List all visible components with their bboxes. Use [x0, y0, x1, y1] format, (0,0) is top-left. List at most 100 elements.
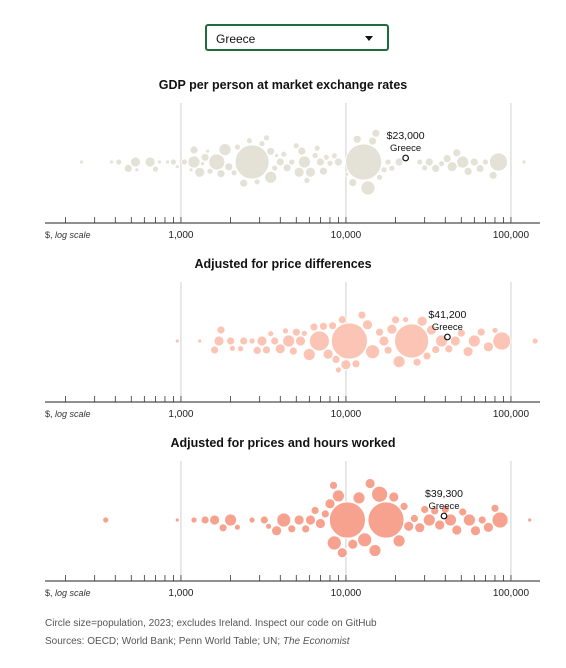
country-bubble	[288, 346, 298, 356]
country-bubble	[371, 128, 381, 138]
tick-label: 100,000	[493, 230, 530, 241]
axis-unit-label: $, log scale	[45, 230, 91, 240]
footnote-publisher: The Economist	[282, 636, 350, 647]
country-bubble	[224, 162, 234, 172]
country-bubble	[169, 158, 177, 166]
country-bubble	[256, 335, 268, 347]
country-bubble	[329, 480, 338, 490]
country-bubble	[489, 152, 508, 172]
country-bubble	[233, 523, 241, 531]
country-bubble	[475, 164, 485, 173]
country-bubble	[386, 323, 398, 335]
country-bubble	[333, 157, 343, 167]
country-bubble	[326, 159, 334, 167]
country-bubble	[376, 173, 384, 181]
country-bubble	[331, 354, 341, 364]
country-bubble	[357, 532, 373, 548]
country-bubble	[320, 509, 330, 519]
country-bubble	[348, 178, 358, 188]
country-bubble	[434, 519, 446, 531]
axis-unit-label: $, log scale	[45, 409, 91, 419]
country-bubble	[313, 144, 321, 152]
country-bubble	[237, 345, 245, 353]
country-bubble	[322, 153, 330, 161]
tick-label: 10,000	[331, 409, 362, 420]
country-bubble	[426, 324, 437, 336]
country-bubble	[430, 506, 440, 516]
country-bubble	[446, 161, 458, 173]
country-bubble	[456, 328, 466, 338]
country-dropdown[interactable]: Greece	[205, 24, 389, 51]
country-bubble	[228, 344, 236, 352]
country-bubble	[416, 158, 424, 166]
footnote-line-2: Sources: OECD; World Bank; Penn World Ta…	[45, 636, 350, 647]
country-bubble	[322, 348, 334, 360]
highlight-country-label: Greece	[432, 322, 463, 333]
country-bubble	[424, 157, 434, 167]
country-bubble	[449, 335, 461, 347]
country-bubble	[422, 513, 436, 527]
country-bubble	[180, 158, 188, 166]
country-bubble	[115, 158, 123, 166]
country-bubble	[409, 514, 419, 523]
country-bubble	[328, 321, 338, 331]
country-bubble	[388, 491, 400, 503]
country-bubble	[258, 140, 266, 148]
country-bubble	[444, 513, 457, 527]
country-bubble	[266, 146, 276, 156]
country-bubble	[311, 152, 319, 159]
country-bubble	[336, 547, 348, 559]
country-bubble	[252, 345, 262, 355]
country-bubble	[282, 327, 289, 335]
country-bubble	[275, 157, 285, 167]
country-bubble	[375, 327, 385, 337]
panel-1-title: GDP per person at market exchange rates	[158, 78, 408, 92]
country-bubble	[347, 538, 359, 550]
country-bubble	[151, 165, 159, 173]
country-bubble	[399, 501, 409, 511]
country-bubble	[482, 341, 494, 353]
country-bubble	[352, 134, 362, 144]
country-bubble	[291, 327, 301, 337]
country-bubble	[308, 330, 330, 352]
country-bubble	[462, 513, 476, 527]
country-bubble	[303, 176, 311, 184]
country-bubble	[293, 166, 305, 178]
country-bubble	[527, 517, 533, 523]
country-bubble	[368, 544, 382, 557]
country-bubble	[276, 512, 292, 528]
country-bubble	[334, 366, 342, 374]
country-bubble	[218, 523, 228, 533]
country-bubble	[352, 491, 366, 505]
country-bubble	[477, 515, 487, 525]
country-bubble	[490, 503, 500, 513]
country-bubble	[314, 518, 326, 529]
country-bubble	[248, 337, 256, 345]
country-bubble	[330, 152, 338, 160]
country-bubble	[253, 178, 261, 186]
country-bubble	[442, 154, 452, 164]
country-bubble	[271, 164, 279, 172]
footnote-sources: Sources: OECD; World Bank; Penn World Ta…	[45, 636, 283, 647]
country-bubble	[431, 345, 441, 355]
country-bubble	[216, 325, 226, 335]
country-bubble	[264, 170, 278, 184]
country-bubble	[187, 155, 201, 169]
country-bubble	[337, 315, 347, 325]
highlight-marker	[444, 333, 451, 341]
country-bubble	[233, 143, 241, 151]
country-bubble	[324, 498, 336, 510]
country-bubble	[102, 516, 110, 524]
country-bubble	[239, 178, 249, 188]
country-bubble	[371, 485, 389, 503]
country-bubble	[297, 155, 311, 169]
country-bubble	[444, 344, 454, 354]
country-bubble	[491, 511, 509, 529]
panel-3-title: Adjusted for prices and hours worked	[170, 436, 396, 450]
country-bubble	[309, 322, 319, 332]
country-bubble	[230, 169, 238, 177]
country-bubble	[331, 489, 345, 503]
country-bubble	[482, 522, 494, 533]
axis-unit-label: $, log scale	[45, 588, 91, 598]
country-bubble	[420, 505, 430, 514]
